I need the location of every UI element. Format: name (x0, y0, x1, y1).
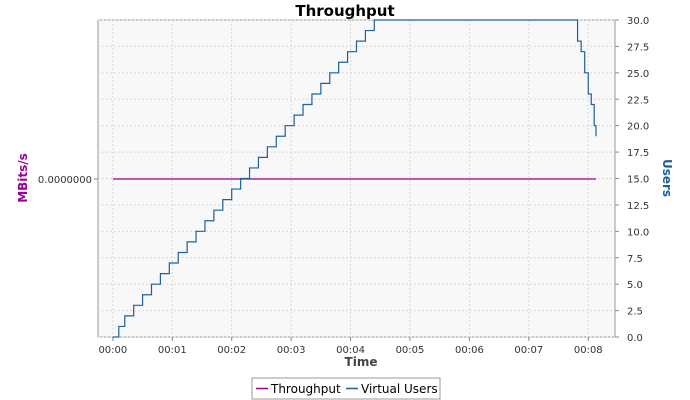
chart-title: Throughput (295, 2, 394, 20)
x-tick-label: 00:05 (396, 345, 425, 356)
left-y-axis: 0.0000000 (38, 175, 98, 186)
left-tick-label: 0.0000000 (38, 175, 92, 186)
x-axis-title: Time (345, 355, 378, 369)
x-tick-label: 00:07 (514, 345, 543, 356)
x-tick-label: 00:01 (158, 345, 187, 356)
x-tick-label: 00:02 (217, 345, 246, 356)
left-y-axis-title: MBits/s (16, 153, 30, 203)
right-tick-label: 12.5 (627, 201, 649, 212)
right-tick-label: 0.0 (627, 333, 643, 344)
x-tick-label: 00:06 (455, 345, 484, 356)
x-axis: 00:00 00:01 00:02 00:03 00:04 00:05 00:06 00:07… (98, 337, 603, 356)
legend-label-virtual-users: Virtual Users (361, 382, 438, 396)
series-layer (112, 19, 597, 338)
right-tick-label: 27.5 (627, 42, 649, 53)
right-tick-label: 15.0 (627, 175, 649, 186)
right-tick-label: 20.0 (627, 122, 649, 133)
x-tick-label: 00:00 (98, 345, 127, 356)
x-tick-label: 00:04 (336, 345, 365, 356)
legend: Throughput Virtual Users (251, 377, 441, 400)
right-tick-label: 25.0 (627, 69, 649, 80)
right-tick-label: 2.5 (627, 307, 643, 318)
right-tick-label: 10.0 (627, 227, 649, 238)
x-tick-label: 00:03 (277, 345, 306, 356)
right-tick-label: 30.0 (627, 16, 649, 27)
right-tick-label: 5.0 (627, 280, 643, 291)
right-tick-label: 22.5 (627, 95, 649, 106)
legend-label-throughput: Throughput (270, 382, 341, 396)
x-tick-label: 00:08 (574, 345, 603, 356)
right-y-axis-title: Users (660, 159, 674, 197)
right-y-axis: 0.0 2.5 5.0 7.5 10.0 12.5 15.0 17.5 20.0 22.5 25.0… (615, 16, 649, 344)
series-line-virtual-users (112, 19, 597, 338)
right-tick-label: 17.5 (627, 148, 649, 159)
right-tick-label: 7.5 (627, 254, 643, 265)
